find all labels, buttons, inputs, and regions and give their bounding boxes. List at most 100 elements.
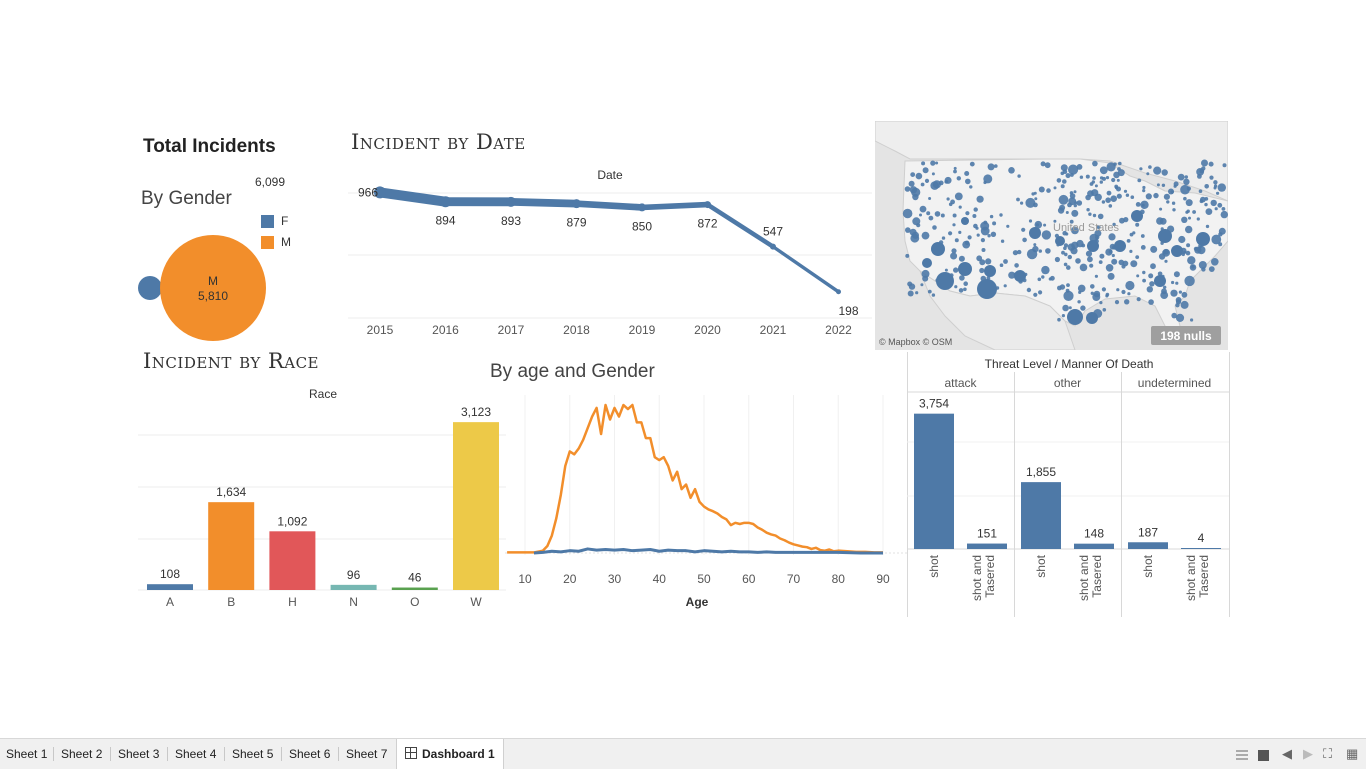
threat-data-label: 3,754: [919, 397, 949, 411]
map-incident-dot: [1132, 231, 1135, 234]
map-incident-dot: [964, 171, 969, 176]
threat-data-label: 148: [1084, 527, 1104, 541]
map-incident-dot: [1017, 250, 1021, 254]
map-incident-dot: [1093, 214, 1096, 217]
bubble-m-value: 5,810: [198, 289, 228, 303]
date-data-label: 894: [435, 214, 455, 228]
map-incident-dot: [1142, 279, 1146, 283]
map-incident-dot: [1106, 176, 1109, 179]
map-incident-dot: [1119, 218, 1125, 224]
map-incident-dot: [919, 214, 922, 217]
map-incident-dot: [1066, 173, 1071, 178]
map-incident-dot: [1100, 180, 1103, 183]
map-incident-dot: [1033, 243, 1036, 246]
map-incident-dot: [969, 185, 972, 188]
map-incident-dot: [1034, 197, 1037, 200]
bubble-m[interactable]: [160, 235, 266, 341]
map-incident-dot: [1117, 179, 1120, 182]
map-incident-dot: [1110, 195, 1117, 202]
map-incident-dot: [1164, 194, 1170, 200]
threat-panel-header: attack: [944, 376, 977, 390]
map-incident-dot: [1105, 197, 1111, 203]
map-incident-dot: [1099, 260, 1103, 264]
map-incident-dot: [1046, 188, 1051, 193]
map-incident-dot: [1064, 253, 1068, 257]
map-incident-dot: [1071, 210, 1078, 217]
show-sheets-icon[interactable]: ▦: [1346, 746, 1358, 762]
map-incident-dot: [1068, 165, 1078, 175]
map-incident-dot: [953, 214, 957, 218]
threat-tick-label: shot: [1141, 554, 1155, 577]
map-incident-dot: [1100, 166, 1108, 174]
map-incident-dot: [1154, 275, 1166, 287]
map-incident-dot: [1077, 200, 1083, 206]
map-incident-dot: [928, 197, 931, 200]
threat-panel-header: undetermined: [1138, 376, 1211, 390]
tab-sheet-2[interactable]: Sheet 2: [55, 739, 108, 769]
map-incident-dot: [1211, 258, 1219, 266]
map-incident-dot: [935, 211, 941, 217]
map-incident-dot: [1159, 208, 1162, 211]
map-incident-dot: [1088, 213, 1091, 216]
tab-sheet-1[interactable]: Sheet 1: [0, 739, 53, 769]
map-incident-dot: [1060, 284, 1065, 289]
incident-map[interactable]: United States © Mapbox © OSM 198 nulls: [875, 121, 1228, 350]
map-incident-dot: [1171, 190, 1174, 193]
map-incident-dot: [912, 217, 920, 225]
map-incident-dot: [1164, 260, 1167, 263]
bubble-f[interactable]: [138, 276, 162, 300]
date-line-segment: [642, 205, 708, 208]
map-incident-dot: [1108, 273, 1115, 280]
map-incident-dot: [1142, 204, 1145, 207]
next-arrow-icon[interactable]: ▶: [1303, 746, 1313, 762]
map-incident-dot: [1113, 172, 1120, 179]
map-incident-dot: [1074, 204, 1077, 207]
prev-arrow-icon[interactable]: ◀: [1282, 746, 1292, 762]
map-incident-dot: [1016, 198, 1020, 202]
fit-screen-icon[interactable]: ⛶: [1323, 746, 1332, 762]
map-incident-dot: [1102, 200, 1105, 203]
date-point: [440, 196, 451, 207]
map-incident-dot: [1061, 184, 1065, 188]
map-incident-dot: [1150, 246, 1157, 253]
map-incident-dot: [982, 248, 986, 252]
map-incident-dot: [1103, 308, 1107, 312]
gender-bubble-chart: M 5,810: [130, 225, 280, 350]
map-incident-dot: [1091, 189, 1098, 196]
map-nulls-badge[interactable]: 198 nulls: [1160, 329, 1212, 343]
map-incident-dot: [1204, 203, 1207, 206]
map-incident-dot: [928, 290, 932, 294]
tab-sheet-6[interactable]: Sheet 6: [283, 739, 336, 769]
tab-sheet-3[interactable]: Sheet 3: [112, 739, 165, 769]
tab-sheet-4[interactable]: Sheet 4: [169, 739, 222, 769]
map-incident-dot: [1185, 226, 1192, 233]
single-view-icon[interactable]: [1258, 746, 1269, 764]
threat-bar: [914, 414, 954, 549]
map-incident-dot: [1045, 162, 1051, 168]
map-incident-dot: [954, 285, 957, 288]
map-incident-dot: [1029, 227, 1041, 239]
map-incident-dot: [1109, 204, 1113, 208]
map-incident-dot: [1058, 207, 1064, 213]
map-incident-dot: [1219, 228, 1226, 235]
map-incident-dot: [929, 216, 934, 221]
grid-view-icon[interactable]: [1236, 746, 1248, 763]
map-incident-dot: [1045, 248, 1051, 254]
map-incident-dot: [1095, 184, 1098, 187]
map-incident-dot: [1215, 207, 1218, 210]
map-incident-dot: [1124, 190, 1127, 193]
map-incident-dot: [942, 236, 945, 239]
tab-dashboard-1[interactable]: Dashboard 1: [396, 739, 504, 769]
map-incident-dot: [990, 215, 993, 218]
date-line-segment: [773, 247, 839, 292]
tab-sheet-5[interactable]: Sheet 5: [226, 739, 279, 769]
tab-sheet-7[interactable]: Sheet 7: [340, 739, 393, 769]
map-incident-dot: [1080, 176, 1083, 179]
map-incident-dot: [1182, 292, 1188, 298]
map-incident-dot: [1102, 287, 1106, 291]
map-incident-dot: [1162, 184, 1165, 187]
map-incident-dot: [1204, 197, 1208, 201]
map-incident-dot: [912, 232, 919, 239]
map-incident-dot: [1178, 236, 1185, 243]
map-incident-dot: [1206, 225, 1209, 228]
